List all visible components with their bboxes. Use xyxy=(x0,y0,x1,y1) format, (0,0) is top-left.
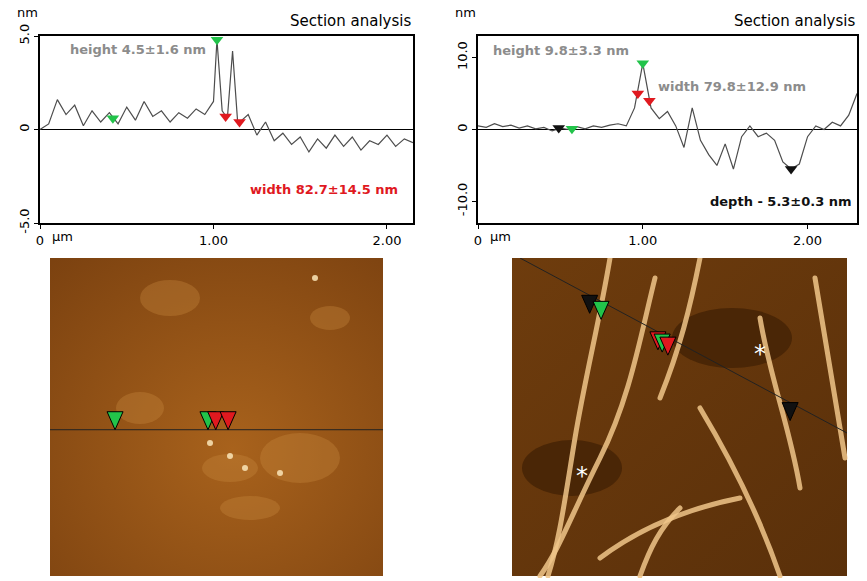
svg-text:5.0: 5.0 xyxy=(17,24,32,45)
svg-text:0: 0 xyxy=(36,233,44,248)
svg-text:-10.0: -10.0 xyxy=(455,183,470,217)
svg-text:1.00: 1.00 xyxy=(199,233,228,248)
svg-text:0: 0 xyxy=(17,123,32,131)
svg-text:*: * xyxy=(754,340,766,368)
svg-text:2.00: 2.00 xyxy=(793,233,822,248)
svg-text:nm: nm xyxy=(17,5,38,20)
svg-text:Section analysis: Section analysis xyxy=(290,12,411,30)
svg-text:10.0: 10.0 xyxy=(455,41,470,70)
svg-text:0: 0 xyxy=(455,123,470,131)
svg-text:width 79.8±12.9 nm: width 79.8±12.9 nm xyxy=(658,79,806,94)
svg-text:Section analysis: Section analysis xyxy=(734,12,855,30)
svg-text:μm: μm xyxy=(490,229,511,244)
svg-text:2.00: 2.00 xyxy=(373,233,402,248)
svg-text:*: * xyxy=(576,462,588,490)
svg-text:depth - 5.3±0.3 nm: depth - 5.3±0.3 nm xyxy=(710,194,852,209)
svg-text:height 9.8±3.3 nm: height 9.8±3.3 nm xyxy=(493,43,629,58)
svg-text:-5.0: -5.0 xyxy=(17,208,32,233)
svg-text:μm: μm xyxy=(52,229,73,244)
svg-text:0: 0 xyxy=(474,233,482,248)
svg-text:1.00: 1.00 xyxy=(628,233,657,248)
svg-text:height 4.5±1.6 nm: height 4.5±1.6 nm xyxy=(70,42,206,57)
svg-text:width 82.7±14.5 nm: width 82.7±14.5 nm xyxy=(250,182,398,197)
svg-text:nm: nm xyxy=(455,5,476,20)
